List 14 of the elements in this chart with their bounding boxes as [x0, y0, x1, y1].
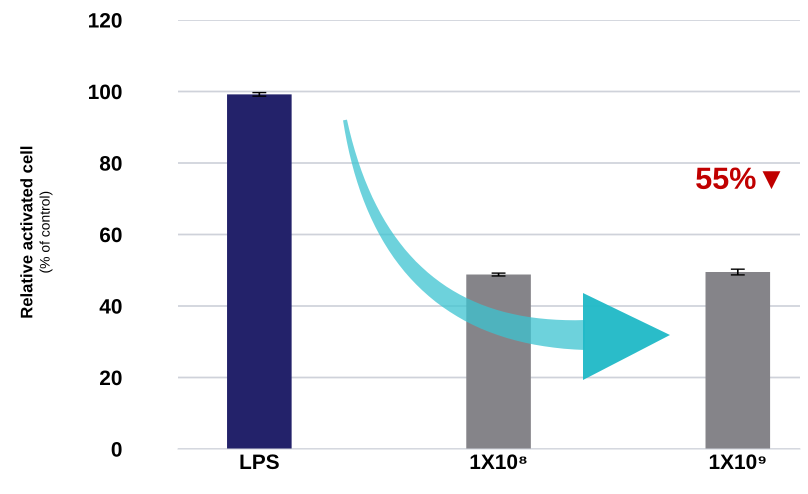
bar	[706, 272, 770, 449]
x-tick-label: 1X10⁸	[470, 454, 527, 470]
y-tick-label: 20	[100, 370, 122, 386]
annotation: 55%▼	[696, 168, 780, 190]
y-axis-title: Relative activated cell (% of control)	[20, 146, 52, 318]
y-tick-label: 60	[100, 228, 122, 242]
x-tick-label: LPS	[240, 454, 279, 470]
y-tick-label: 80	[100, 156, 122, 171]
y-tick-label: 100	[89, 84, 122, 100]
x-tick-label: 1X10⁹	[710, 454, 766, 470]
bar	[227, 94, 292, 449]
y-tick-label: 0	[112, 442, 122, 457]
y-tick-label: 40	[100, 299, 122, 314]
y-tick-label: 120	[89, 13, 122, 28]
